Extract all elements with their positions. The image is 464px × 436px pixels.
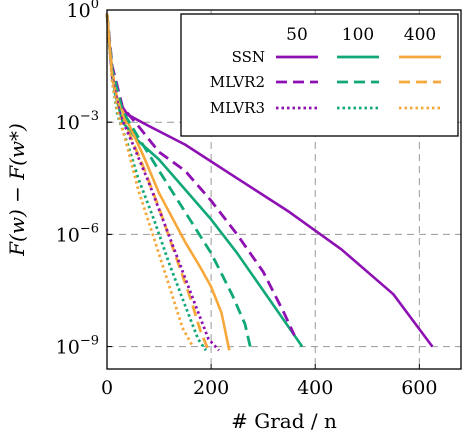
- y-axis-label: F(w) − F(w*): [5, 123, 29, 257]
- legend-row-mlvr2: MLVR2: [210, 73, 265, 91]
- legend-box: [180, 13, 459, 137]
- series-line-mlvr2-50: [105, 13, 296, 336]
- legend-header-50: 50: [286, 25, 308, 45]
- x-tick-label-0: 0: [101, 377, 113, 399]
- y-axis-ticks: 100 10−3 10−6 10−9: [56, 0, 112, 359]
- y-tick-label--3: 10−3: [56, 109, 99, 134]
- plot-border: [106, 9, 462, 370]
- y-tick-label--9: 10−9: [56, 334, 99, 359]
- x-tick-label-400: 400: [297, 377, 333, 399]
- series-line-mlvr2-100: [105, 13, 252, 347]
- plot-frame: [106, 9, 462, 370]
- series-lines: [105, 13, 434, 352]
- x-tick-label-200: 200: [193, 377, 229, 399]
- legend-swatches: [276, 55, 441, 110]
- y-tick-label--6: 10−6: [56, 221, 99, 246]
- x-tick-label-600: 600: [401, 377, 437, 399]
- series-line-mlvr2-400: [105, 13, 210, 351]
- legend-header-400: 400: [404, 25, 436, 45]
- legend-row-ssn: SSN: [232, 48, 265, 66]
- legend: 50 100 400 SSN MLVR2 MLVR3: [180, 13, 459, 137]
- y-tick-label-0: 100: [67, 0, 99, 22]
- x-axis-ticks: 0 200 400 600: [101, 364, 437, 399]
- x-axis-label: # Grad / n: [231, 409, 337, 433]
- series-line-mlvr3-400: [105, 13, 195, 348]
- legend-row-mlvr3: MLVR3: [210, 99, 265, 117]
- legend-header-100: 100: [342, 25, 374, 45]
